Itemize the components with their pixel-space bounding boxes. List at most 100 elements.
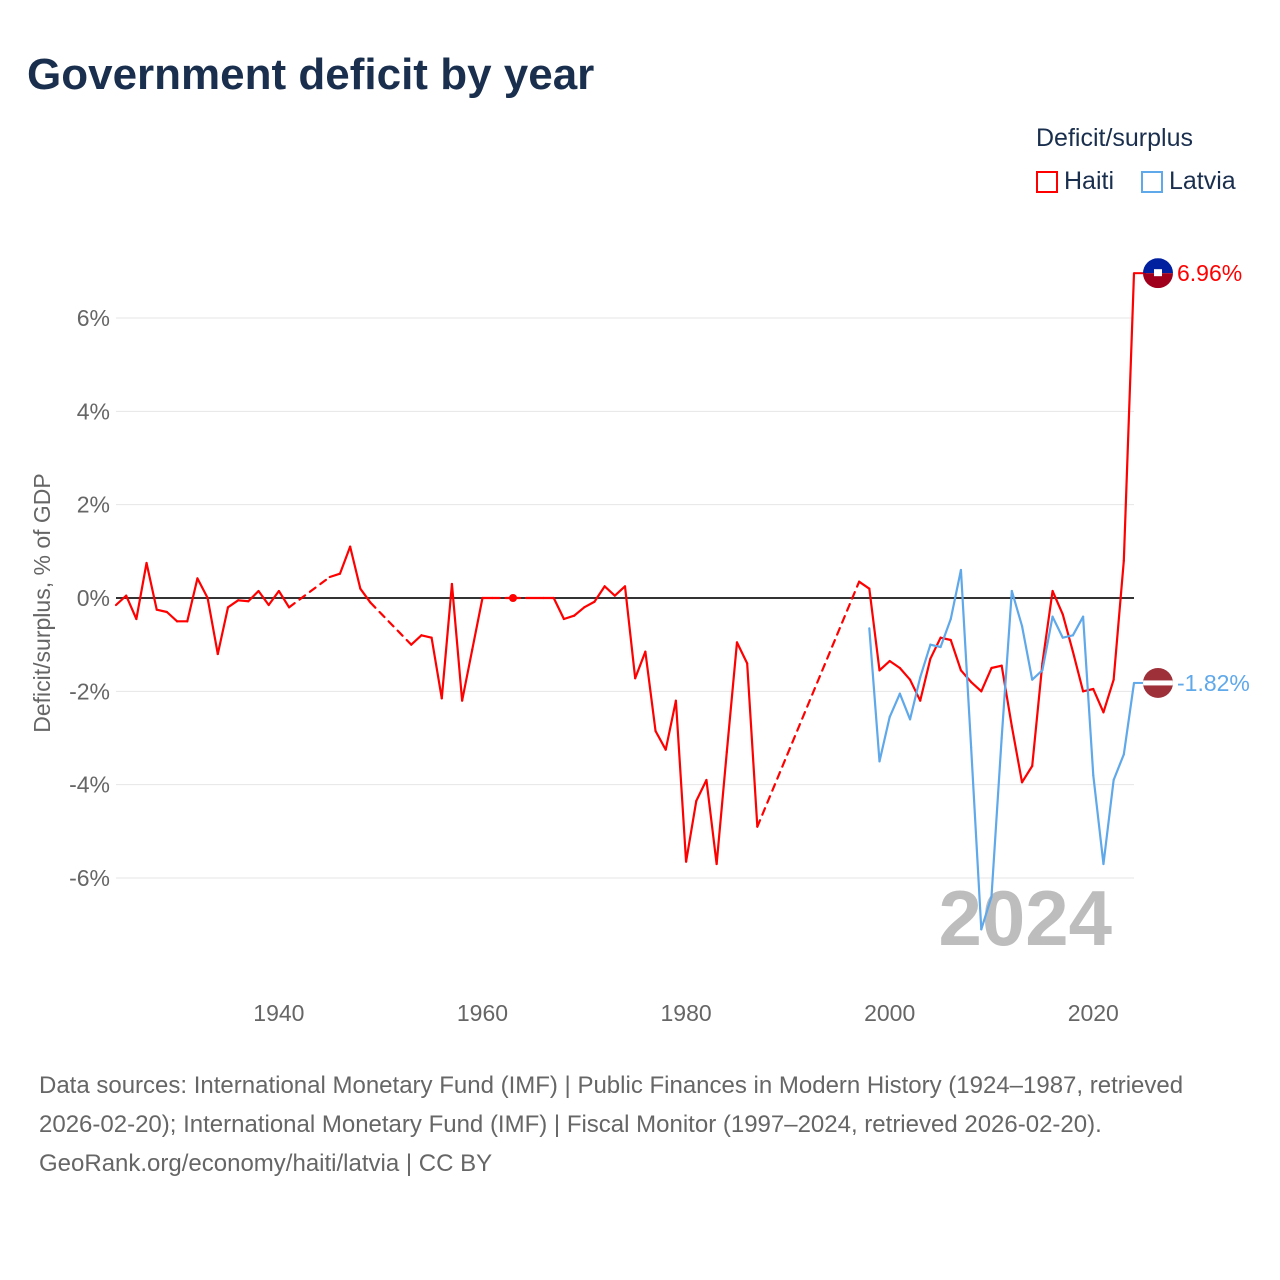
series-segment-haiti xyxy=(359,587,372,604)
series-segment-haiti xyxy=(654,729,667,751)
series-segment-latvia xyxy=(878,715,891,763)
series-segment-latvia xyxy=(970,746,983,931)
y-tick-label: 2% xyxy=(77,492,110,518)
series-segment-haiti xyxy=(1010,725,1024,784)
series-segment-haiti xyxy=(237,599,250,603)
x-tick-label: 2000 xyxy=(864,1000,915,1026)
series-segment-latvia xyxy=(919,643,932,679)
series-segment-haiti xyxy=(1092,687,1105,714)
series-segment-latvia xyxy=(1122,681,1136,756)
series-segment-haiti xyxy=(634,650,647,680)
series-segment-haiti xyxy=(349,545,362,590)
series-segment-haiti xyxy=(145,561,158,611)
x-tick-label: 1960 xyxy=(457,1000,508,1026)
series-segment-haiti xyxy=(603,585,616,597)
series-segment-haiti xyxy=(1000,664,1013,728)
series-segment-haiti xyxy=(125,594,138,621)
legend-title: Deficit/surplus xyxy=(1036,124,1193,152)
series-segment-haiti xyxy=(664,699,678,751)
series-segment-latvia xyxy=(1112,753,1125,782)
series-segment-haiti xyxy=(980,666,993,693)
series-segment-haiti xyxy=(756,580,861,828)
series-segment-haiti xyxy=(267,589,280,607)
series-segment-haiti xyxy=(206,596,219,656)
series-segment-latvia xyxy=(898,692,912,721)
legend-swatch-haiti xyxy=(1036,170,1058,193)
series-segment-haiti xyxy=(593,585,606,603)
series-segment-latvia xyxy=(990,736,1003,898)
series-segment-latvia xyxy=(1000,589,1013,740)
y-tick-label: 0% xyxy=(77,585,110,611)
series-segment-latvia xyxy=(939,617,952,649)
y-tick-label: -2% xyxy=(69,678,110,704)
series-segment-haiti xyxy=(450,582,464,702)
series-segment-haiti xyxy=(186,577,199,623)
series-segment-haiti xyxy=(155,608,168,614)
series-segment-latvia xyxy=(959,568,973,749)
x-tick-label: 1940 xyxy=(253,1000,304,1026)
series-segment-haiti xyxy=(1102,678,1115,714)
series-segment-haiti xyxy=(583,600,596,609)
footer: Data sources: International Monetary Fun… xyxy=(39,1066,1239,1183)
series-segment-haiti xyxy=(440,582,454,700)
series-segment-haiti xyxy=(868,587,881,672)
series-segment-haiti xyxy=(1112,559,1125,681)
y-tick-label: -6% xyxy=(69,865,110,891)
series-segment-latvia xyxy=(1051,615,1064,639)
series-segment-haiti xyxy=(247,589,260,603)
series-segment-latvia xyxy=(888,692,901,719)
series-segment-haiti xyxy=(1020,764,1034,784)
x-tick-label: 2020 xyxy=(1068,1000,1119,1026)
series-segment-haiti xyxy=(908,678,922,702)
latvia-flag-icon xyxy=(1143,667,1173,698)
series-segment-haiti xyxy=(929,636,942,660)
end-value-label: 6.96% xyxy=(1177,260,1242,286)
series-segment-haiti xyxy=(1041,589,1054,665)
series-segment-haiti xyxy=(114,594,128,607)
legend-item-haiti[interactable]: Haiti xyxy=(1036,167,1114,196)
series-segment-haiti xyxy=(888,659,901,670)
series-segment-haiti xyxy=(684,799,698,863)
series-segment-haiti xyxy=(572,606,586,617)
series-segment-haiti xyxy=(257,589,270,607)
series-segment-haiti xyxy=(970,680,983,693)
series-segment-haiti xyxy=(898,666,912,681)
series-segment-haiti xyxy=(695,778,708,803)
series-segment-haiti xyxy=(1071,650,1085,693)
series-segment-latvia xyxy=(908,676,922,721)
legend-label: Haiti xyxy=(1064,167,1115,195)
series-segment-haiti xyxy=(135,561,148,621)
series-segment-haiti xyxy=(328,572,342,579)
series-segment-latvia xyxy=(929,643,942,649)
series-segment-haiti xyxy=(746,662,759,828)
series-segment-haiti xyxy=(1031,662,1044,768)
legend-item-latvia[interactable]: Latvia xyxy=(1141,167,1236,196)
series-segment-haiti xyxy=(277,589,291,609)
y-axis-title: Deficit/surplus, % of GDP xyxy=(29,473,55,732)
series-segment-haiti xyxy=(674,699,688,863)
source-link[interactable]: GeoRank.org/economy/haiti/latvia | CC BY xyxy=(39,1150,493,1177)
series-segment-haiti xyxy=(196,577,209,600)
series-segment-haiti xyxy=(705,778,718,866)
series-segment-haiti xyxy=(471,596,484,651)
series-segment-latvia xyxy=(980,895,993,931)
series-segment-haiti xyxy=(623,585,637,680)
series-segment-haiti xyxy=(725,641,739,754)
series-segment-haiti xyxy=(1061,613,1075,653)
series-segment-latvia xyxy=(949,568,963,621)
series-segment-haiti xyxy=(420,634,433,639)
y-tick-label: -4% xyxy=(69,772,110,798)
series-segment-latvia xyxy=(1061,634,1075,639)
legend-swatch-latvia xyxy=(1141,170,1163,193)
series-segment-latvia xyxy=(1102,778,1115,866)
series-segment-haiti xyxy=(287,575,331,609)
series-segment-haiti xyxy=(878,659,891,672)
haiti-flag-icon xyxy=(1143,258,1173,289)
series-segment-haiti xyxy=(613,585,627,597)
page-title: Government deficit by year xyxy=(27,50,595,99)
series-segment-haiti xyxy=(644,650,657,733)
series-segment-haiti xyxy=(430,636,443,700)
series-segment-haiti xyxy=(562,614,576,621)
year-label: 2024 xyxy=(938,874,1112,962)
